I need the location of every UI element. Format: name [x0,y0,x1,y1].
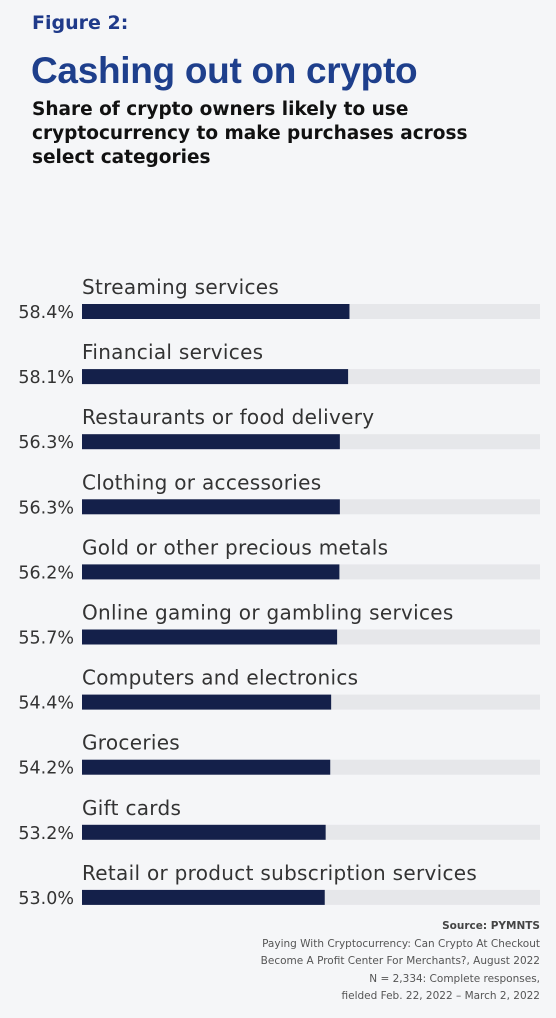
bar-row: Online gaming or gambling services 55.7% [18,601,540,649]
category-label: Online gaming or gambling services [82,601,454,625]
value-label: 56.3% [18,433,74,453]
bar [82,304,350,319]
category-label: Restaurants or food delivery [82,405,374,429]
bar [82,499,340,515]
bar-row: Gift cards 53.2% [18,796,540,844]
bar [82,369,349,385]
bar [82,824,326,840]
bar-row: Financial services 58.1% [18,340,540,388]
bar [82,694,332,710]
bar-row: Clothing or accessories 56.3% [18,470,540,518]
source-line-3: N = 2,334: Complete responses, [369,972,540,985]
bar-row: Streaming services 58.4% [18,275,540,323]
source-line-4: fielded Feb. 22, 2022 – March 2, 2022 [341,990,541,1002]
bar [82,759,331,775]
figure-label: Figure 2: [32,12,129,34]
chart-title: Cashing out on crypto [31,50,418,91]
source-note: Source: PYMNTS Paying With Cryptocurrenc… [200,918,540,1006]
bar [82,434,340,450]
category-label: Streaming services [82,275,279,299]
chart-subtitle: Share of crypto owners likely to use cry… [32,99,468,168]
value-label: 53.0% [18,889,74,909]
category-label: Groceries [82,731,180,755]
bar [82,629,338,645]
value-label: 56.2% [18,563,74,583]
bar-row: Computers and electronics 54.4% [18,666,540,714]
bar-row: Retail or product subscription services 5… [18,861,540,909]
value-label: 58.4% [18,303,74,323]
category-label: Gold or other precious metals [82,535,388,559]
value-label: 54.2% [18,759,74,779]
value-label: 56.3% [18,498,74,518]
category-label: Gift cards [82,796,181,820]
bar-row: Groceries 54.2% [18,731,540,779]
value-label: 53.2% [18,824,74,844]
category-label: Computers and electronics [82,666,358,690]
bar-row: Gold or other precious metals 56.2% [18,535,540,583]
category-label: Retail or product subscription services [82,861,477,885]
source-heading: Source: PYMNTS [442,920,540,932]
value-label: 54.4% [18,694,74,714]
category-label: Financial services [82,340,263,364]
source-line-1: Paying With Cryptocurrency: Can Crypto A… [262,937,540,950]
bar [82,564,340,580]
bar [82,889,325,905]
category-label: Clothing or accessories [82,470,321,494]
value-label: 58.1% [18,368,74,388]
source-line-2: Become A Profit Center For Merchants?, A… [260,955,540,967]
bar-row: Restaurants or food delivery 56.3% [18,405,540,453]
value-label: 55.7% [18,629,74,649]
